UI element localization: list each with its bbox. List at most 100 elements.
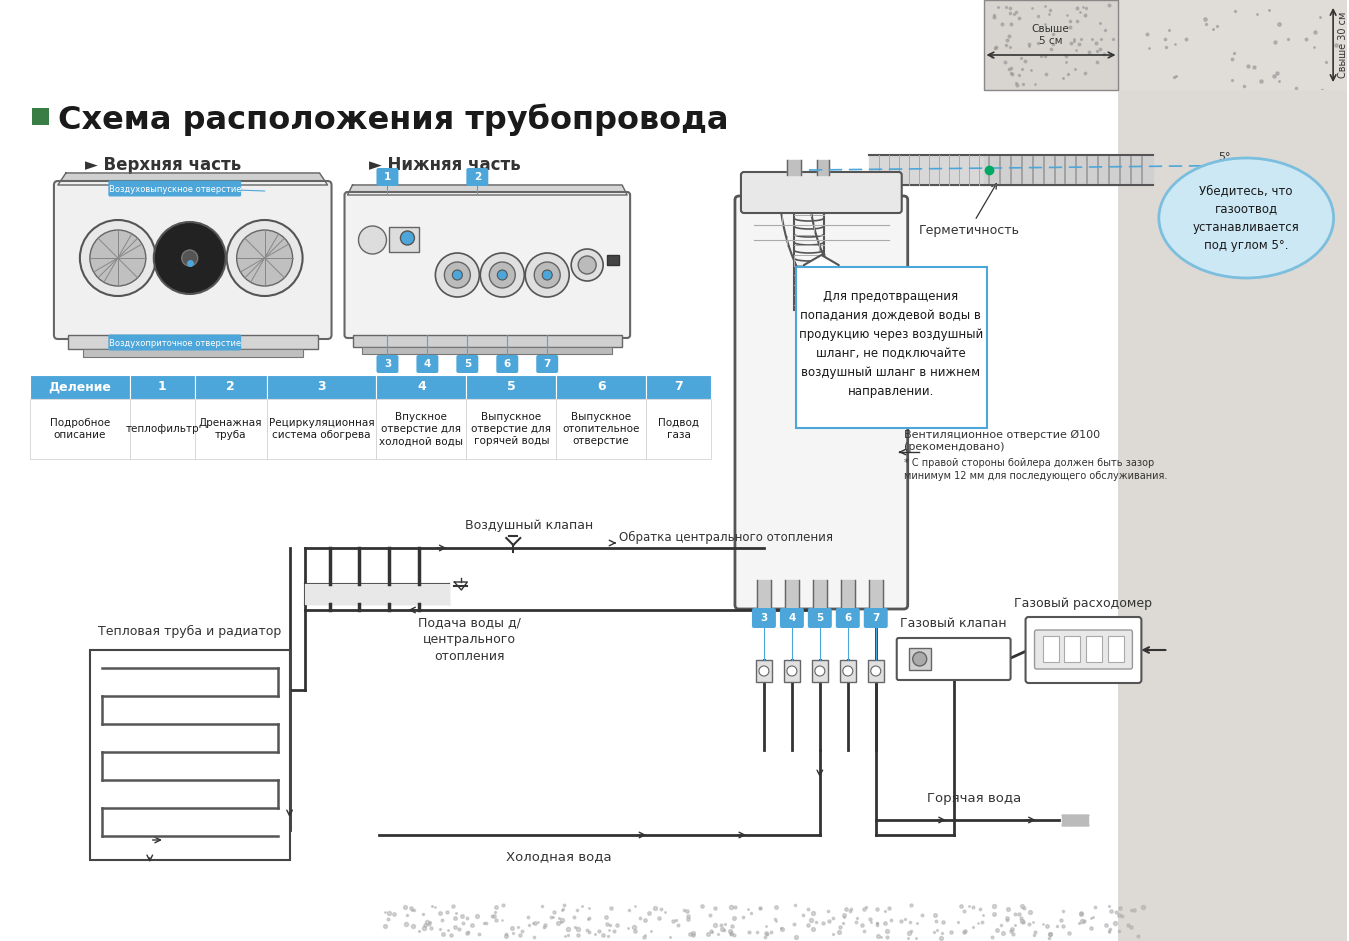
Text: Схема расположения трубопровода: Схема расположения трубопровода	[58, 104, 728, 136]
FancyBboxPatch shape	[780, 608, 804, 628]
Text: 5: 5	[816, 613, 823, 623]
Circle shape	[452, 270, 463, 280]
Text: 1: 1	[384, 172, 391, 182]
FancyBboxPatch shape	[108, 181, 241, 197]
Text: Убедитесь, что
газоотвод
устанавливается
под углом 5°.: Убедитесь, что газоотвод устанавливается…	[1193, 184, 1299, 251]
Bar	[1086, 636, 1102, 662]
Bar	[646, 375, 711, 399]
Circle shape	[227, 220, 302, 296]
Circle shape	[401, 231, 414, 245]
Text: 3: 3	[761, 613, 768, 623]
FancyBboxPatch shape	[108, 334, 241, 350]
Text: Воздухоприточное отверстие: Воздухоприточное отверстие	[109, 339, 241, 347]
Text: ► Нижняя часть: ► Нижняя часть	[370, 156, 521, 174]
Text: Для предотвращения
попадания дождевой воды в
продукцию через воздушный
шланг, не: Для предотвращения попадания дождевой во…	[799, 290, 983, 398]
FancyBboxPatch shape	[1035, 630, 1132, 669]
Text: 7: 7	[674, 380, 683, 393]
Text: Впускное
отверстие для
холодной воды: Впускное отверстие для холодной воды	[379, 411, 464, 446]
Text: 5°: 5°	[1218, 152, 1230, 162]
Bar	[983, 0, 1118, 90]
Circle shape	[843, 666, 853, 676]
FancyBboxPatch shape	[751, 608, 776, 628]
Circle shape	[786, 666, 797, 676]
Text: Обратка центрального отопления: Обратка центрального отопления	[619, 531, 834, 544]
Text: Подробное
описание: Подробное описание	[50, 418, 111, 440]
Bar	[267, 375, 376, 399]
Circle shape	[534, 262, 560, 288]
FancyBboxPatch shape	[735, 196, 908, 609]
Circle shape	[870, 666, 881, 676]
Bar	[607, 255, 619, 265]
FancyBboxPatch shape	[808, 608, 832, 628]
FancyBboxPatch shape	[456, 355, 479, 373]
Circle shape	[236, 230, 293, 286]
Text: 6: 6	[844, 613, 851, 623]
FancyBboxPatch shape	[836, 608, 859, 628]
Bar	[840, 660, 855, 682]
FancyBboxPatch shape	[376, 168, 398, 186]
Bar	[867, 660, 884, 682]
FancyBboxPatch shape	[467, 168, 488, 186]
Bar	[467, 375, 556, 399]
Bar	[784, 660, 800, 682]
Circle shape	[359, 226, 386, 254]
Text: 7: 7	[871, 613, 880, 623]
Bar	[90, 650, 290, 860]
Text: * С правой стороны бойлера должен быть зазор
минимум 12 мм для последующего обсл: * С правой стороны бойлера должен быть з…	[904, 458, 1167, 481]
Circle shape	[182, 250, 198, 266]
Ellipse shape	[1159, 158, 1334, 278]
Text: 3: 3	[384, 359, 391, 369]
FancyBboxPatch shape	[54, 181, 332, 339]
Text: ► Верхняя часть: ► Верхняя часть	[85, 156, 241, 174]
Text: Вентиляционное отверстие Ø100
(рекомендовано): Вентиляционное отверстие Ø100 (рекомендо…	[904, 430, 1099, 452]
FancyBboxPatch shape	[796, 267, 986, 428]
FancyBboxPatch shape	[741, 172, 901, 213]
Bar	[1118, 90, 1348, 941]
Text: Kiturami: Kiturami	[795, 304, 847, 316]
Bar	[194, 399, 267, 459]
Text: 5: 5	[464, 359, 471, 369]
Bar	[376, 375, 467, 399]
Text: Подача воды д/
центрального
отопления: Подача воды д/ центрального отопления	[418, 616, 521, 663]
Circle shape	[90, 230, 146, 286]
Text: Дренажная
труба: Дренажная труба	[198, 418, 263, 440]
FancyBboxPatch shape	[344, 192, 630, 338]
Text: 2: 2	[227, 380, 235, 393]
Bar	[1064, 636, 1081, 662]
Bar	[67, 335, 317, 349]
Text: Свыше 30 см: Свыше 30 см	[1338, 12, 1348, 78]
Circle shape	[571, 249, 603, 281]
Bar	[1118, 0, 1348, 941]
Bar	[30, 375, 130, 399]
Text: 7: 7	[544, 359, 550, 369]
Text: Рециркуляционная
система обогрева: Рециркуляционная система обогрева	[268, 418, 375, 440]
Text: Горячая вода: Горячая вода	[927, 792, 1021, 805]
Text: Тепловая труба и радиатор: Тепловая труба и радиатор	[98, 625, 282, 638]
Text: Выпускное
отопительное
отверстие: Выпускное отопительное отверстие	[563, 411, 639, 446]
Text: Холодная вода: Холодная вода	[506, 850, 612, 863]
Bar	[556, 399, 646, 459]
Polygon shape	[778, 180, 869, 325]
Text: теплофильтр: теплофильтр	[125, 424, 200, 434]
Bar	[376, 399, 467, 459]
Text: Газовый расходомер: Газовый расходомер	[1014, 597, 1152, 610]
Circle shape	[542, 270, 552, 280]
FancyBboxPatch shape	[1025, 617, 1141, 683]
Circle shape	[480, 253, 525, 297]
Text: Свыше
5 см: Свыше 5 см	[1032, 24, 1070, 46]
FancyBboxPatch shape	[376, 355, 398, 373]
FancyBboxPatch shape	[537, 355, 558, 373]
Text: 1: 1	[158, 380, 167, 393]
Bar	[812, 660, 828, 682]
Bar	[130, 399, 194, 459]
Bar	[646, 399, 711, 459]
Text: 5: 5	[507, 380, 515, 393]
Text: 4: 4	[788, 613, 796, 623]
Polygon shape	[348, 185, 627, 195]
FancyBboxPatch shape	[417, 355, 438, 373]
Bar	[755, 660, 772, 682]
Circle shape	[815, 666, 824, 676]
Bar	[556, 375, 646, 399]
FancyBboxPatch shape	[496, 355, 518, 373]
Text: 4: 4	[417, 380, 426, 393]
